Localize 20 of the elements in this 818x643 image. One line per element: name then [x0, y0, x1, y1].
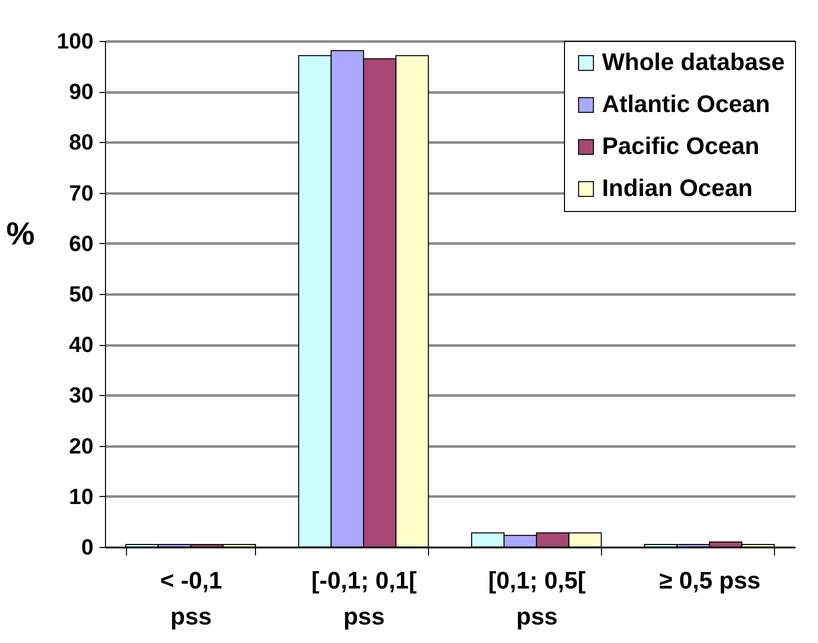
y-tick-label: 10	[69, 484, 94, 509]
legend-label: Indian Ocean	[602, 175, 753, 202]
y-tick-label: 40	[69, 332, 94, 358]
x-tick-label: [-0,1; 0,1[ pss	[311, 568, 417, 630]
x-tick-label: < -0,1 pss	[160, 568, 222, 630]
y-tick-label: 20	[69, 433, 94, 458]
y-tick-label: 70	[69, 180, 94, 206]
y-tick-label: 60	[69, 230, 94, 256]
y-tick-label: 30	[69, 382, 94, 408]
y-tick-label: 90	[69, 79, 94, 104]
x-tick-label: [0,1; 0,5[ pss	[488, 568, 586, 630]
x-tick-label: ≥ 0,5 pss	[659, 568, 761, 594]
y-axis-title: %	[6, 216, 35, 252]
y-tick-label: 0	[81, 534, 94, 560]
y-tick-label: 100	[56, 28, 94, 54]
legend-label: Pacific Ocean	[602, 133, 760, 160]
legend-label: Whole database	[602, 49, 785, 76]
y-tick-label: 80	[69, 130, 94, 155]
y-tick-label: 50	[69, 282, 94, 306]
legend-label: Atlantic Ocean	[602, 91, 770, 118]
